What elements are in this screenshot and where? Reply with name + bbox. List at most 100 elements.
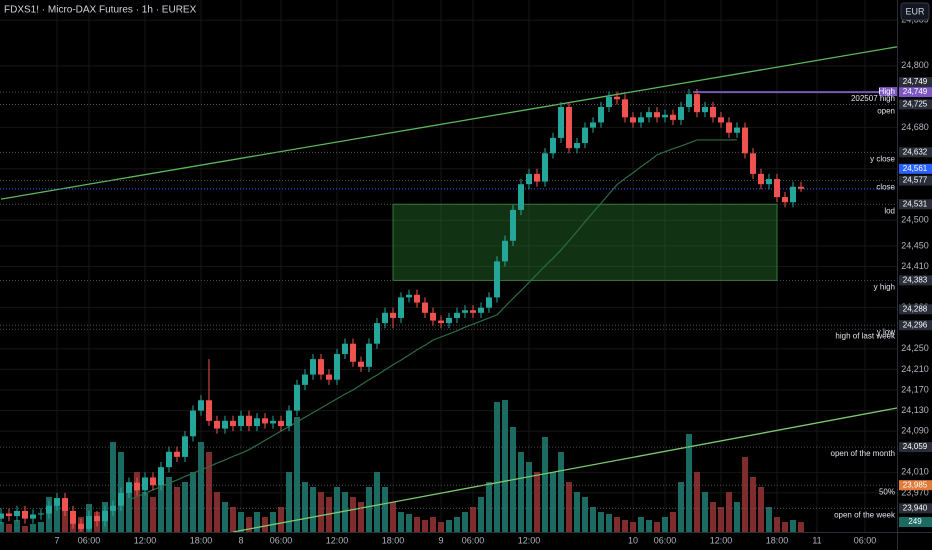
candle-body — [374, 323, 380, 344]
candle-body — [478, 307, 484, 313]
volume-bar — [278, 507, 284, 532]
candle-body — [406, 294, 412, 298]
level-price-tag: 24,749 — [903, 77, 928, 86]
volume-bar — [526, 462, 532, 532]
volume-bar — [726, 492, 732, 532]
volume-bar — [558, 452, 564, 532]
x-tick-label: 18:00 — [382, 535, 405, 545]
volume-bar — [590, 507, 596, 532]
candle-body — [270, 420, 276, 424]
zone — [392, 203, 778, 281]
candle-body — [518, 184, 524, 210]
volume-bar — [14, 520, 20, 532]
volume-bar — [238, 512, 244, 532]
candle-body — [550, 137, 556, 154]
volume-bar — [302, 482, 308, 532]
candle-body — [6, 513, 12, 517]
level-name: 50% — [879, 487, 895, 496]
level-price-tag: 23,985 — [903, 480, 928, 489]
level-price-tag-box — [899, 480, 932, 491]
candle-body — [62, 498, 68, 511]
y-tick-label: 24,010 — [901, 467, 929, 477]
level-name: close — [876, 183, 895, 192]
candle-body — [678, 107, 684, 120]
volume-bar — [798, 522, 804, 532]
level-price-tag: 24,296 — [903, 320, 928, 329]
x-tick-label: 8 — [238, 535, 243, 545]
x-tick-label: 06:00 — [270, 535, 293, 545]
volume-bar — [422, 520, 428, 532]
volume-bar — [686, 434, 692, 532]
volume-bar — [246, 517, 252, 532]
volume-bar — [222, 502, 228, 532]
volume-bar — [310, 487, 316, 532]
candle-body — [166, 451, 172, 468]
volume-bar — [398, 512, 404, 532]
volume-bar — [230, 507, 236, 532]
volume-bar — [782, 522, 788, 532]
candle-body — [502, 240, 508, 262]
volume-bar — [254, 512, 260, 532]
candle-body — [246, 415, 252, 427]
candle-body — [254, 418, 260, 427]
volume-bar — [534, 472, 540, 532]
candle-body — [526, 173, 532, 185]
y-tick-label: 24,680 — [901, 122, 929, 132]
volume-bar — [6, 524, 12, 532]
candle-body — [142, 477, 148, 491]
grid — [0, 0, 897, 532]
candle-body — [14, 510, 20, 517]
candle-body — [182, 436, 188, 457]
volume-bar — [718, 507, 724, 532]
candle-body — [150, 477, 156, 486]
level-name-box — [879, 87, 897, 97]
candle-body — [174, 451, 180, 457]
volume-bar — [294, 417, 300, 532]
candles — [0, 89, 804, 532]
volume-bar — [430, 517, 436, 532]
volume-bar — [654, 522, 660, 532]
volume-bar — [166, 477, 172, 532]
candle-body — [582, 127, 588, 144]
candle-body — [30, 514, 36, 519]
candle-body — [574, 143, 580, 149]
level-price-tag-box — [899, 442, 932, 453]
candle-body — [310, 359, 316, 375]
candle-body — [654, 112, 660, 118]
candle-body — [774, 179, 780, 198]
candle-body — [630, 117, 636, 123]
candle-body — [262, 418, 268, 424]
volume-bar — [774, 517, 780, 532]
currency-button[interactable] — [900, 2, 930, 21]
candle-body — [294, 384, 300, 411]
candle-body — [638, 117, 644, 123]
volume-bar — [758, 487, 764, 532]
x-tick-label: 12:00 — [326, 535, 349, 545]
candle-body — [54, 498, 60, 506]
candle-body — [782, 197, 788, 203]
x-tick-label: 06:00 — [654, 535, 677, 545]
currency-label[interactable]: EUR — [905, 6, 925, 16]
candle-body — [606, 96, 612, 108]
candle-body — [470, 310, 476, 313]
candle-body — [222, 420, 228, 429]
level-price-tag: 24,288 — [903, 304, 928, 313]
volume-bar — [734, 502, 740, 532]
volume-bar — [694, 472, 700, 532]
volume-bar — [150, 497, 156, 532]
candle-body — [358, 361, 364, 367]
y-tick-label: 24,500 — [901, 215, 929, 225]
candle-body — [598, 107, 604, 123]
volume-tag-box — [899, 517, 932, 528]
volume-bar — [414, 517, 420, 532]
candle-body — [694, 94, 700, 113]
x-tick-label: 06:00 — [78, 535, 101, 545]
level-name: high of last week — [835, 331, 896, 340]
moving-average — [128, 139, 737, 501]
candle-body — [790, 186, 796, 203]
candle-body — [102, 510, 108, 522]
level-price-tag-box — [899, 304, 932, 315]
candle-body — [94, 516, 100, 522]
